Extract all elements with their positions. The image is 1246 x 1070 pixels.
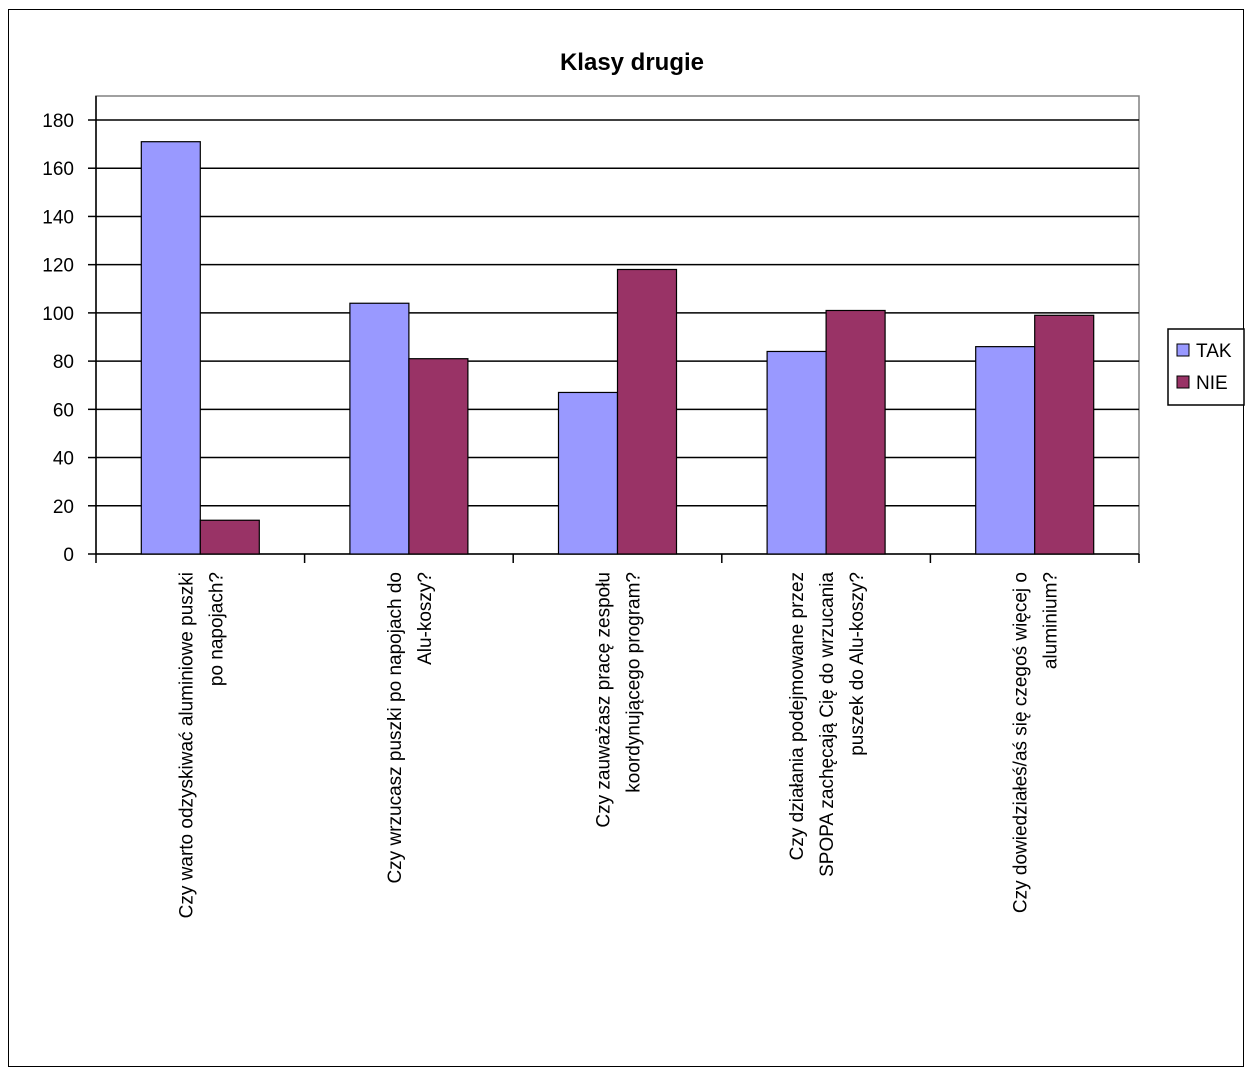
- category-label-text: Czy działania podejmowane przez SPOPA zac…: [787, 572, 868, 877]
- bar-nie-2: [408, 358, 469, 555]
- bar-tak-5: [975, 346, 1036, 555]
- category-label-line: SPOPA zachęcają Cię do wrzucania: [817, 572, 838, 877]
- category-label-line: Czy dowiedziałeś/aś się czegoś więcej o: [1011, 572, 1032, 913]
- y-tick-label: 140: [42, 207, 74, 228]
- bar-nie-4: [825, 309, 886, 555]
- category-label: Czy dowiedziałeś/aś się czegoś więcej o a…: [1011, 572, 1062, 913]
- bar-tak-1: [140, 141, 201, 555]
- y-tick-label: 40: [53, 449, 74, 470]
- y-tick-label: 20: [53, 497, 74, 518]
- legend-label-tak: TAK: [1196, 341, 1232, 362]
- bar-tak-4: [766, 350, 827, 555]
- chart-title: Klasy drugie: [560, 49, 704, 76]
- y-tick-label: 160: [42, 159, 74, 180]
- category-label-line: po napojach?: [206, 572, 227, 686]
- category-label-line: koordynującego program?: [624, 572, 645, 793]
- legend: TAK NIE: [1167, 328, 1245, 406]
- category-label-line: Czy warto odzyskiwać aluminiowe puszki: [176, 572, 197, 918]
- category-label: Czy działania podejmowane przez SPOPA zac…: [787, 572, 868, 877]
- y-tick-label: 100: [42, 304, 74, 325]
- legend-swatch-nie: [1176, 375, 1190, 389]
- category-label: Czy zauważasz pracę zespołu koordynująceg…: [594, 572, 645, 828]
- category-label-text: Czy zauważasz pracę zespołu koordynująceg…: [594, 572, 645, 828]
- y-tick-label: 80: [53, 352, 74, 373]
- y-tick-label: 60: [53, 400, 74, 421]
- legend-box: [1167, 328, 1245, 406]
- category-label-line: Czy wrzucasz puszki po napojach do: [385, 572, 406, 884]
- y-tick-label: 120: [42, 256, 74, 277]
- bar-nie-5: [1034, 314, 1095, 555]
- category-label-line: puszek do Alu-koszy?: [847, 572, 868, 756]
- y-tick-label: 180: [42, 111, 74, 132]
- category-label-text: Czy wrzucasz puszki po napojach do Alu-ko…: [385, 572, 436, 884]
- bar-nie-3: [616, 268, 678, 555]
- category-label-text: Czy warto odzyskiwać aluminiowe puszki po…: [176, 572, 227, 918]
- legend-label-nie: NIE: [1196, 373, 1228, 394]
- bar-tak-3: [557, 391, 619, 555]
- legend-swatch-tak: [1176, 343, 1190, 357]
- bar-nie-1: [199, 519, 260, 555]
- category-label: Czy warto odzyskiwać aluminiowe puszki po…: [176, 572, 227, 918]
- plot-area: 0 20 40 60 80 100 120 140 160 180 Czy warto odzysk…: [42, 95, 1140, 918]
- category-label-line: Czy zauważasz pracę zespołu: [594, 572, 615, 828]
- category-label-line: Czy działania podejmowane przez: [787, 572, 808, 860]
- y-tick-label: 0: [63, 545, 74, 566]
- category-label-text: Czy dowiedziałeś/aś się czegoś więcej o a…: [1011, 572, 1062, 913]
- category-label-line: Alu-koszy?: [415, 572, 436, 665]
- category-label-line: aluminium?: [1041, 572, 1062, 669]
- category-label: Czy wrzucasz puszki po napojach do Alu-ko…: [385, 572, 436, 884]
- bar-tak-2: [349, 302, 410, 555]
